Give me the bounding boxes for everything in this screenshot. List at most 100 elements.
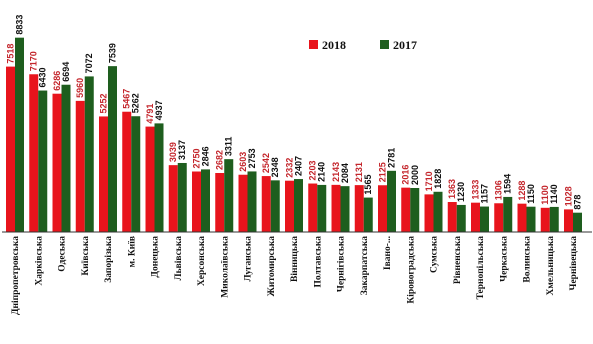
bar-2017 bbox=[131, 116, 141, 232]
bar-2017 bbox=[270, 180, 280, 232]
bar-2018 bbox=[471, 202, 480, 232]
category-label: Луганська bbox=[244, 236, 254, 282]
category-label: Рівненська bbox=[452, 236, 463, 284]
value-label-2018: 2125 bbox=[378, 162, 388, 182]
bar-2017 bbox=[154, 123, 164, 232]
category-label: Волинська bbox=[523, 236, 533, 283]
bar-2018 bbox=[308, 183, 318, 232]
bar-2018 bbox=[378, 185, 387, 232]
bar-2017 bbox=[433, 191, 443, 232]
value-label-2018: 2603 bbox=[238, 152, 248, 172]
bar-2017 bbox=[526, 206, 536, 232]
value-label-2017: 878 bbox=[573, 195, 583, 210]
value-label-2017: 2000 bbox=[410, 165, 420, 185]
bar-2017 bbox=[387, 170, 396, 232]
bar-2017 bbox=[177, 162, 187, 232]
value-label-2018: 1363 bbox=[447, 179, 457, 199]
legend: 2018 2017 bbox=[309, 38, 417, 52]
bar-2018 bbox=[564, 209, 573, 232]
value-label-2018: 1028 bbox=[564, 186, 574, 206]
bar-2017 bbox=[38, 90, 48, 232]
value-label-2018: 2143 bbox=[331, 162, 341, 182]
value-label-2018: 1710 bbox=[424, 171, 434, 191]
category-label: Чернівецька bbox=[568, 236, 579, 291]
value-label-2017: 1140 bbox=[549, 184, 559, 204]
bar-2018 bbox=[238, 174, 248, 232]
category-label: Харківська bbox=[33, 236, 44, 286]
value-label-2017: 5262 bbox=[131, 93, 141, 113]
category-label: Кіровоградська bbox=[405, 236, 416, 304]
value-label-2017: 1157 bbox=[480, 184, 490, 204]
bar-2017 bbox=[549, 206, 559, 232]
value-label-2018: 7518 bbox=[6, 44, 16, 64]
category-labels-layer: Дніпропетровська Харківська Одеська Київськ… bbox=[10, 236, 579, 315]
bar-2018 bbox=[29, 74, 39, 232]
category-label: Одеська bbox=[58, 236, 68, 272]
value-label-2017: 1828 bbox=[433, 169, 443, 189]
category-label: Житомирська bbox=[267, 236, 277, 297]
bar-2017 bbox=[410, 188, 420, 232]
value-label-2017: 2140 bbox=[317, 162, 327, 182]
bar-2018 bbox=[261, 176, 271, 232]
bar-2017 bbox=[224, 159, 234, 232]
value-label-2018: 1333 bbox=[471, 180, 481, 200]
category-label: Полтавська bbox=[313, 236, 323, 288]
category-label: Закарпатська bbox=[360, 236, 370, 295]
bar-2017 bbox=[294, 179, 303, 232]
bar-2018 bbox=[447, 202, 457, 232]
category-label: Донецька bbox=[151, 236, 161, 278]
bar-2018 bbox=[331, 184, 341, 232]
bar-2018 bbox=[99, 116, 108, 232]
legend-swatch-2017 bbox=[380, 40, 389, 49]
category-label: м. Київ bbox=[127, 236, 137, 267]
value-label-2018: 5252 bbox=[99, 93, 109, 113]
bar-2018 bbox=[494, 203, 504, 232]
value-label-2017: 1565 bbox=[363, 175, 373, 195]
bar-2017 bbox=[247, 171, 257, 232]
bar-2017 bbox=[317, 184, 327, 232]
bar-2018 bbox=[540, 207, 550, 232]
value-label-2018: 5467 bbox=[122, 89, 132, 109]
category-label: Запорізька bbox=[103, 236, 114, 283]
value-label-2018: 2332 bbox=[285, 158, 295, 178]
bar-2017 bbox=[84, 76, 94, 232]
value-label-2018: 2682 bbox=[215, 150, 225, 170]
bar-2018 bbox=[122, 111, 132, 232]
bar-2017 bbox=[201, 169, 210, 232]
value-label-2017: 2084 bbox=[340, 163, 350, 183]
value-label-2017: 7072 bbox=[84, 53, 94, 73]
bar-2018 bbox=[168, 165, 178, 232]
bar-2018 bbox=[215, 172, 225, 232]
bar-2018 bbox=[401, 187, 411, 232]
bar-2017 bbox=[15, 37, 24, 233]
category-label: Івано-... bbox=[383, 236, 393, 270]
bar-2017 bbox=[573, 212, 582, 232]
bar-2018 bbox=[517, 203, 527, 232]
bar-2017 bbox=[456, 204, 466, 232]
bar-2018 bbox=[285, 180, 294, 232]
value-label-2017: 2846 bbox=[201, 146, 211, 166]
value-label-2017: 2753 bbox=[247, 148, 257, 168]
value-label-2018: 2542 bbox=[261, 153, 271, 173]
value-label-2018: 6286 bbox=[52, 71, 62, 91]
legend-label-2017: 2017 bbox=[393, 38, 417, 52]
category-label: Дніпропетровська bbox=[10, 236, 21, 315]
value-label-2018: 4791 bbox=[145, 104, 155, 124]
value-label-2018: 1288 bbox=[517, 181, 527, 201]
category-label: Херсонська bbox=[197, 236, 207, 286]
bar-2018 bbox=[6, 66, 15, 232]
value-label-2018: 7170 bbox=[29, 51, 39, 71]
bar-2018 bbox=[192, 171, 201, 232]
category-label: Миколаївська bbox=[220, 236, 230, 298]
value-label-2017: 3137 bbox=[177, 140, 187, 160]
value-label-2018: 3039 bbox=[168, 142, 178, 162]
value-label-2017: 2407 bbox=[294, 156, 304, 176]
bar-2017 bbox=[108, 66, 117, 232]
category-label: Черкаська bbox=[499, 236, 509, 282]
value-label-2017: 1230 bbox=[456, 182, 466, 202]
bar-2018 bbox=[424, 194, 434, 232]
category-label: Вінницька bbox=[289, 236, 300, 282]
category-label: Львівська bbox=[173, 236, 184, 281]
